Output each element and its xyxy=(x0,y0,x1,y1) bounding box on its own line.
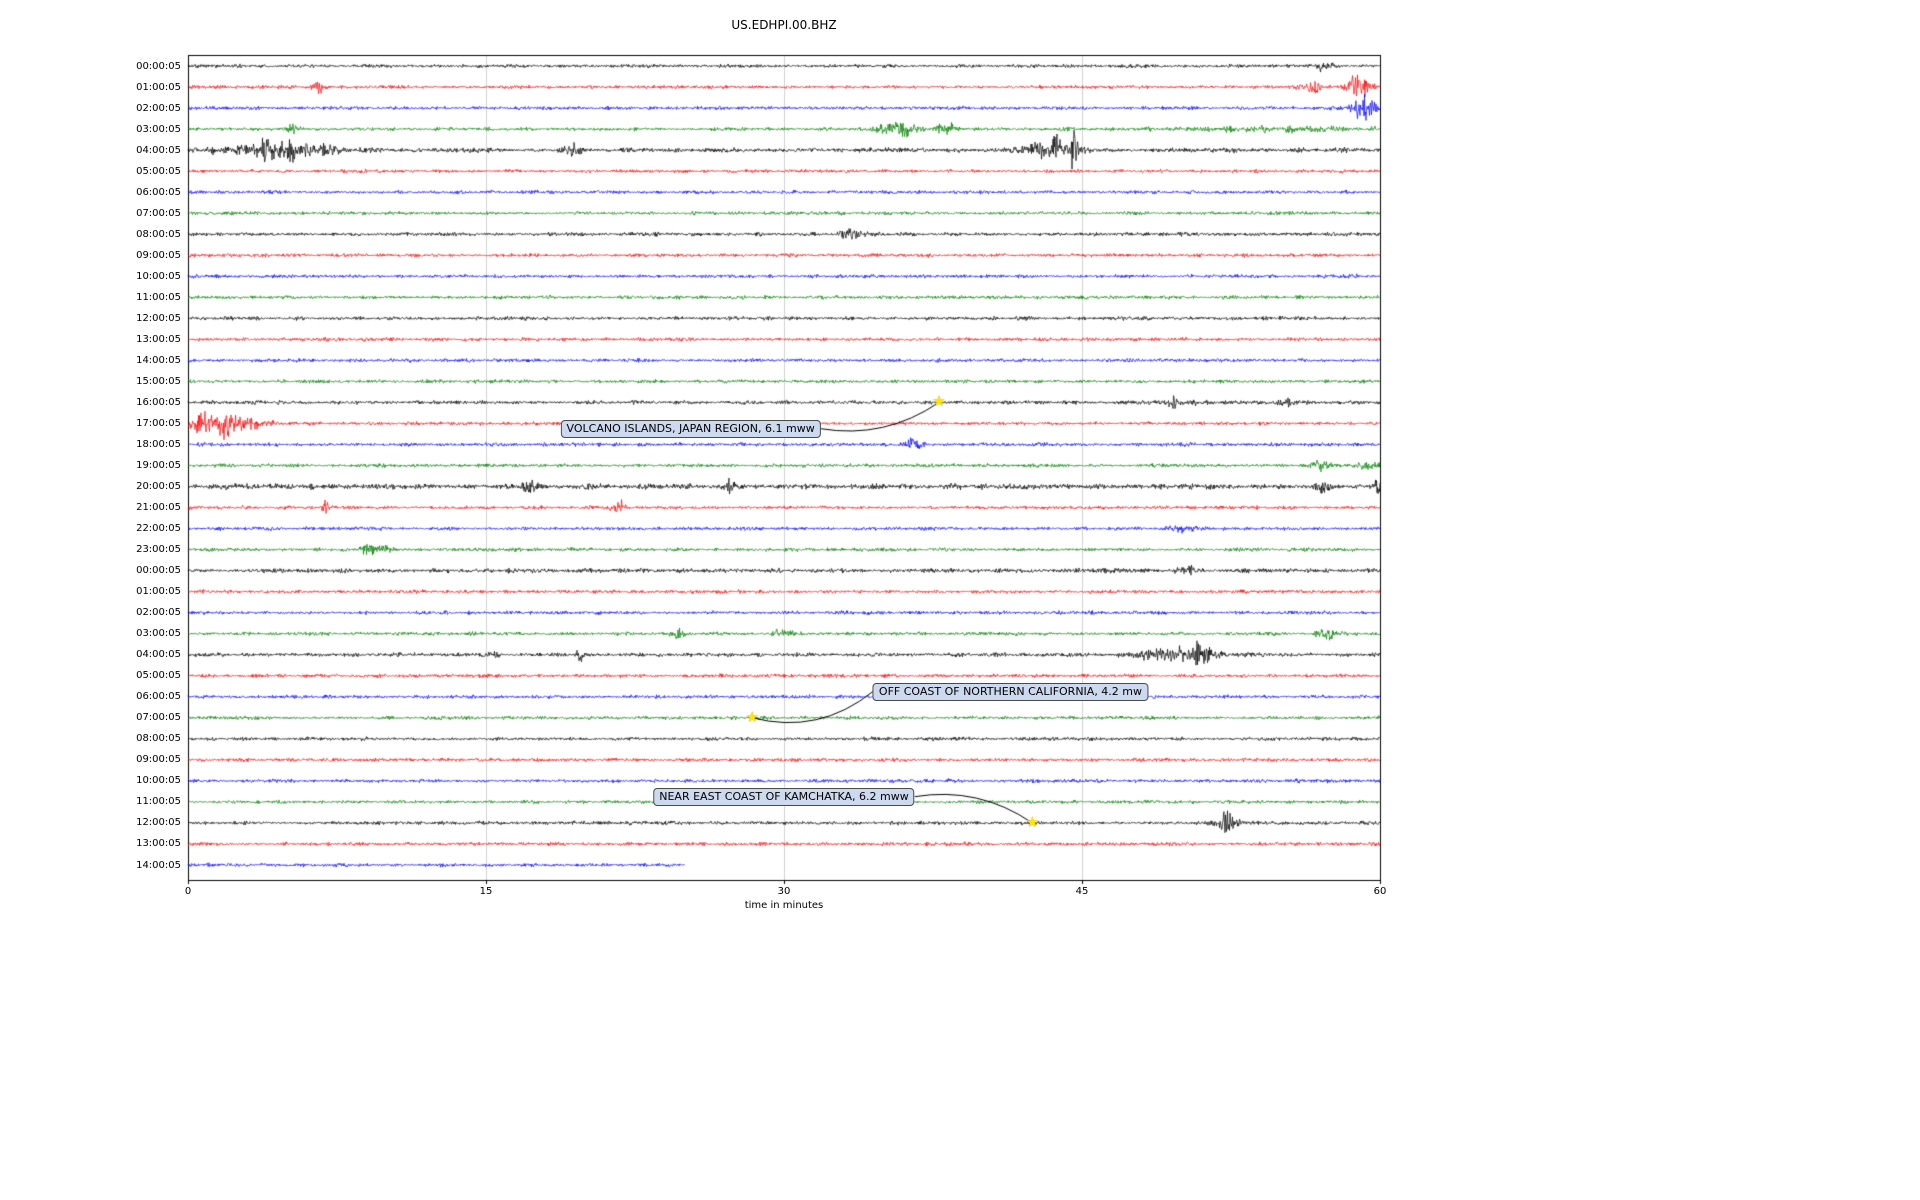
event-star-icon: ★ xyxy=(745,707,759,726)
row-label: 03:00:05 xyxy=(136,123,181,135)
event-annotation: NEAR EAST COAST OF KAMCHATKA, 6.2 mww xyxy=(653,787,915,806)
x-tick-label: 0 xyxy=(184,886,192,897)
row-label: 13:00:05 xyxy=(136,838,181,850)
row-label: 21:00:05 xyxy=(136,502,181,514)
row-label: 18:00:05 xyxy=(136,438,181,450)
row-label: 10:00:05 xyxy=(136,270,181,282)
row-label: 04:00:05 xyxy=(136,144,181,156)
row-label: 14:00:05 xyxy=(136,859,181,871)
row-label: 11:00:05 xyxy=(136,796,181,808)
row-label: 03:00:05 xyxy=(136,628,181,640)
row-label: 05:00:05 xyxy=(136,165,181,177)
row-label: 15:00:05 xyxy=(136,375,181,387)
row-label: 09:00:05 xyxy=(136,249,181,261)
row-label: 01:00:05 xyxy=(136,586,181,598)
event-star-icon: ★ xyxy=(932,392,946,411)
row-label: 02:00:05 xyxy=(136,607,181,619)
row-label: 19:00:05 xyxy=(136,460,181,471)
row-label: 09:00:05 xyxy=(136,754,181,766)
row-label: 22:00:05 xyxy=(136,523,181,535)
row-label: 17:00:05 xyxy=(136,417,181,429)
row-label: 10:00:05 xyxy=(136,775,181,787)
event-annotation: VOLCANO ISLANDS, JAPAN REGION, 6.1 mww xyxy=(560,419,821,438)
row-label: 11:00:05 xyxy=(136,291,181,303)
event-annotation: OFF COAST OF NORTHERN CALIFORNIA, 4.2 mw xyxy=(872,682,1149,701)
row-label: 07:00:05 xyxy=(136,207,181,219)
x-tick-label: 15 xyxy=(479,886,493,897)
row-label: 00:00:05 xyxy=(136,565,181,577)
row-label: 06:00:05 xyxy=(136,186,181,198)
row-label: 05:00:05 xyxy=(136,670,181,682)
row-label: 08:00:05 xyxy=(136,733,181,745)
x-tick-label: 60 xyxy=(1373,886,1387,897)
row-label: 01:00:05 xyxy=(136,81,181,93)
row-label: 04:00:05 xyxy=(136,649,181,661)
row-label: 16:00:05 xyxy=(136,396,181,408)
row-label: 07:00:05 xyxy=(136,712,181,724)
x-tick-label: 30 xyxy=(777,886,791,897)
chart-title: US.EDHPI.00.BHZ xyxy=(731,18,837,32)
row-label: 13:00:05 xyxy=(136,333,181,345)
row-label: 06:00:05 xyxy=(136,691,181,703)
row-label: 00:00:05 xyxy=(136,60,181,72)
row-label: 02:00:05 xyxy=(136,102,181,114)
row-label: 23:00:05 xyxy=(136,544,181,556)
row-label: 20:00:05 xyxy=(136,481,181,493)
row-label: 12:00:05 xyxy=(136,817,181,829)
x-tick-label: 45 xyxy=(1075,886,1089,897)
row-label: 08:00:05 xyxy=(136,228,181,240)
x-axis-label: time in minutes xyxy=(744,900,824,911)
row-label: 12:00:05 xyxy=(136,312,181,324)
event-star-icon: ★ xyxy=(1025,812,1040,831)
row-label: 14:00:05 xyxy=(136,354,181,366)
